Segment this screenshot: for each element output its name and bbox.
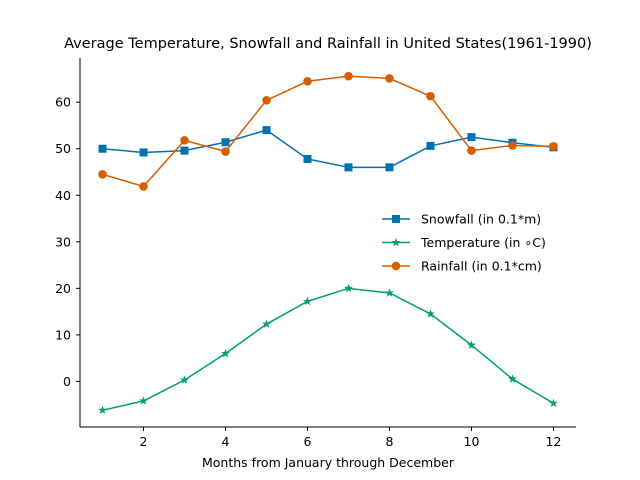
snowfall-point [385,163,394,172]
legend-marker [391,237,401,247]
rainfall-point [467,146,476,155]
temperature-point [221,348,230,358]
rainfall-point [221,147,230,156]
snowfall-point [426,141,435,150]
legend-label: Rainfall (in 0.1*cm) [421,259,542,274]
snowfall-point [221,138,230,147]
legend: Snowfall (in 0.1*m) Temperature (in ∘C) Ra… [382,212,546,274]
legend-label: Temperature (in ∘C) [420,235,546,250]
temperature-point [467,340,476,349]
snowfall-point [262,126,271,135]
snowfall-point [139,148,148,157]
snowfall-point [303,154,312,163]
snowfall-line [102,129,554,169]
rainfall-line [102,75,554,188]
snowfall-point [344,163,353,172]
y-tick-label: 10 [55,327,71,342]
x-axis-label: Months from January through December [202,455,455,470]
rainfall-point [549,142,558,151]
temperature-point [180,375,189,384]
temperature-point [426,309,435,318]
x-axis-ticks: 2 4 6 8 10 12 [140,427,562,449]
legend-item-snowfall: Snowfall (in 0.1*m) [382,212,541,227]
rainfall-point [303,76,312,86]
rainfall-point [344,71,353,81]
snowfall-point [180,146,189,155]
legend-item-temperature: Temperature (in ∘C) [382,235,546,250]
legend-marker [391,261,401,271]
temperature-point [549,398,558,407]
y-tick-label: 60 [55,95,71,110]
x-tick-label: 6 [304,434,312,449]
rainfall-point [180,136,189,145]
y-tick-label: 20 [55,281,71,296]
legend-label: Snowfall (in 0.1*m) [421,212,541,227]
temperature-point [508,374,517,383]
y-tick-label: 0 [63,374,71,389]
plot-area [98,71,558,414]
legend-marker [392,215,400,223]
snowfall-point [467,133,476,142]
temperature-point [262,319,271,328]
y-tick-label: 40 [55,188,71,203]
temperature-point [139,396,148,405]
rainfall-point [426,91,435,101]
rainfall-series [98,71,558,191]
x-tick-label: 12 [546,434,562,449]
temperature-point [98,405,107,414]
temperature-point [385,288,394,297]
rainfall-point [385,74,394,83]
temperature-line [102,287,554,411]
rainfall-point [98,170,107,179]
temperature-series [98,283,558,414]
rainfall-point [262,96,271,105]
y-axis-ticks: 0 10 20 30 40 50 60 [55,95,80,389]
rainfall-point [139,182,148,191]
rainfall-point [508,141,517,150]
x-tick-label: 2 [140,434,148,449]
temperature-point [303,296,312,306]
x-tick-label: 10 [464,434,480,449]
temperature-point [344,283,353,293]
chart-title: Average Temperature, Snowfall and Rainfa… [64,36,592,52]
snowfall-point [98,144,107,153]
y-tick-label: 30 [55,234,71,249]
y-tick-label: 50 [55,141,71,156]
legend-item-rainfall: Rainfall (in 0.1*cm) [382,259,542,274]
x-tick-label: 8 [386,434,394,449]
x-tick-label: 4 [222,434,230,449]
